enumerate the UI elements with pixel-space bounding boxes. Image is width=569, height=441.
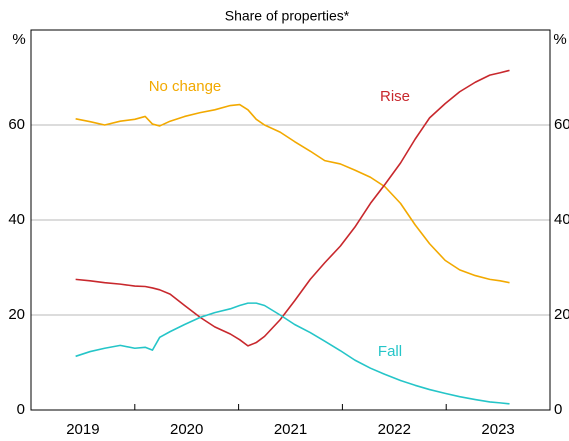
y-tick-label: 40 [8,211,25,228]
series-line [75,302,510,405]
y-tick-label-right: 20 [554,306,569,323]
y-tick-label: 20 [8,306,25,323]
x-tick-label: 2019 [66,421,99,438]
x-tick-label: 2020 [170,421,203,438]
series-label: No change [149,78,222,95]
series-label: Rise [380,88,410,105]
plot-frame [30,29,551,411]
y-tick-label-right: 60 [554,116,569,133]
y-tick-label: 60 [8,116,25,133]
y-tick-label-right: 40 [554,211,569,228]
series-label: Fall [378,343,402,360]
y-unit-left: % [12,31,25,48]
y-tick-label: 0 [17,401,25,418]
chart-subtitle: Share of properties* [225,8,350,24]
x-tick-label: 2022 [378,421,411,438]
y-unit-right: % [553,31,566,48]
x-tick-label: 2023 [481,421,514,438]
y-tick-label-right: 0 [554,401,562,418]
x-tick-label: 2021 [274,421,307,438]
series-line [75,69,510,347]
series-line [75,103,510,284]
